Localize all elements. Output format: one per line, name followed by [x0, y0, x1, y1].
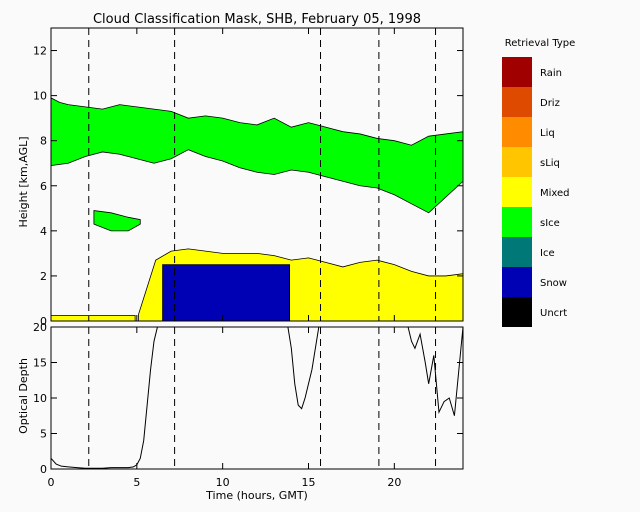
optical-depth-line — [50, 326, 464, 469]
chart-title: Cloud Classification Mask, SHB, February… — [93, 12, 421, 27]
legend-swatch-sice — [502, 207, 532, 237]
legend-label-liq: Liq — [540, 128, 555, 139]
x-axis-label: Time (hours, GMT) — [205, 489, 308, 502]
legend-title: Retrieval Type — [505, 38, 576, 49]
legend-label-mixed: Mixed — [540, 188, 570, 199]
legend-label-uncrt: Uncrt — [540, 308, 567, 319]
od-y-tick-label: 5 — [40, 428, 47, 441]
mask-y-tick-label: 0 — [40, 315, 47, 328]
x-tick-label: 20 — [387, 476, 401, 489]
legend-swatch-liq — [502, 117, 532, 147]
mask-region-snow-3 — [162, 264, 291, 322]
legend-swatch-driz — [502, 87, 532, 117]
mask-y-tick-label: 2 — [40, 270, 47, 283]
od-y-tick-label: 10 — [33, 392, 47, 405]
x-tick-label: 0 — [48, 476, 55, 489]
mask-region-sice-0 — [50, 97, 464, 214]
mask-y-tick-label: 10 — [33, 90, 47, 103]
legend-label-driz: Driz — [540, 98, 560, 109]
x-tick-label: 5 — [133, 476, 140, 489]
x-tick-label: 15 — [302, 476, 316, 489]
legend-swatch-ice — [502, 237, 532, 267]
od-y-tick-label: 20 — [33, 321, 47, 334]
od-y-tick-label: 0 — [40, 463, 47, 476]
legend-label-rain: Rain — [540, 68, 562, 79]
legend-swatch-uncrt — [502, 297, 532, 327]
legend-swatch-rain — [502, 57, 532, 87]
mask-region-mixed-4 — [50, 314, 136, 322]
legend-swatch-snow — [502, 267, 532, 297]
legend: Rain Driz Liq sLiq Mixed sIce Ice Snow Uncrt — [502, 57, 570, 327]
mask-ylabel: Height [km,AGL] — [17, 136, 30, 227]
legend-label-ice: Ice — [540, 248, 555, 259]
mask-y-tick-label: 4 — [40, 225, 47, 238]
od-y-tick-label: 15 — [33, 357, 47, 370]
mask-y-tick-label: 8 — [40, 135, 47, 148]
x-tick-label: 10 — [216, 476, 230, 489]
mask-y-tick-label: 6 — [40, 180, 47, 193]
od-frame — [50, 326, 464, 470]
od-ylabel: Optical Depth — [17, 358, 30, 434]
legend-label-snow: Snow — [540, 278, 567, 289]
mask-y-tick-label: 12 — [33, 45, 47, 58]
legend-swatch-sliq — [502, 147, 532, 177]
mask-frame — [50, 27, 464, 322]
legend-label-sice: sIce — [540, 218, 560, 229]
legend-label-sliq: sLiq — [540, 158, 560, 169]
mask-panel: 0 2 4 6 8 10 12 — [33, 27, 464, 328]
mask-region-sice-1 — [93, 210, 141, 232]
legend-swatch-mixed — [502, 177, 532, 207]
